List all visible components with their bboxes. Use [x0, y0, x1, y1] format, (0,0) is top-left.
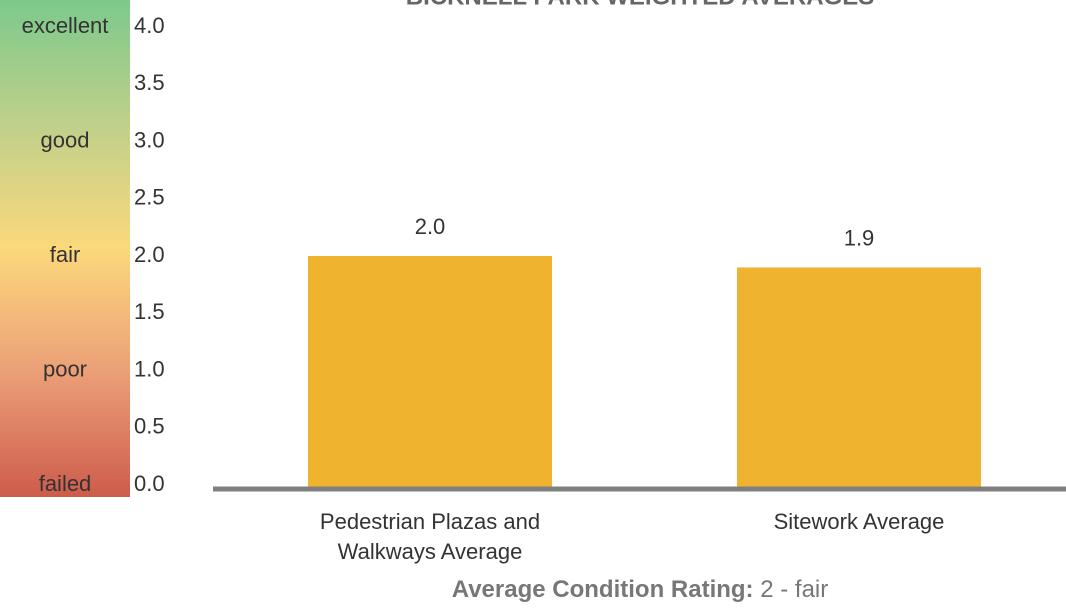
y-tick-label: 1.5: [134, 299, 165, 324]
y-tick-label: 2.0: [134, 242, 165, 267]
y-tick-label: 4.0: [134, 13, 165, 38]
x-tick-label: Pedestrian Plazas and Walkways Average: [319, 509, 541, 564]
rating-band: [0, 0, 130, 497]
value-label: 2.0: [415, 214, 446, 239]
rating-label: fair: [50, 242, 81, 267]
y-tick-label: 2.5: [134, 185, 165, 210]
footer: Average Condition Rating: 2 - fair: [0, 576, 1066, 604]
chart-title: BICKNELL PARK WEIGHTED AVERAGES: [406, 0, 874, 10]
y-tick-label: 0.0: [134, 471, 165, 496]
rating-label: excellent: [22, 13, 109, 38]
footer-label: Average Condition Rating:: [451, 576, 754, 603]
bar: [737, 267, 981, 488]
y-tick-label: 3.0: [134, 127, 165, 152]
y-tick-label: 1.0: [134, 356, 165, 381]
x-tick-label: Sitework Average: [773, 509, 945, 534]
bar: [308, 256, 552, 488]
y-tick-label: 3.5: [134, 70, 165, 95]
rating-label: good: [41, 127, 90, 152]
y-tick-label: 0.5: [134, 414, 165, 439]
value-label: 1.9: [844, 225, 875, 250]
footer-value: 2 - fair: [760, 576, 829, 603]
rating-label: failed: [39, 471, 92, 496]
rating-label: poor: [43, 356, 87, 381]
